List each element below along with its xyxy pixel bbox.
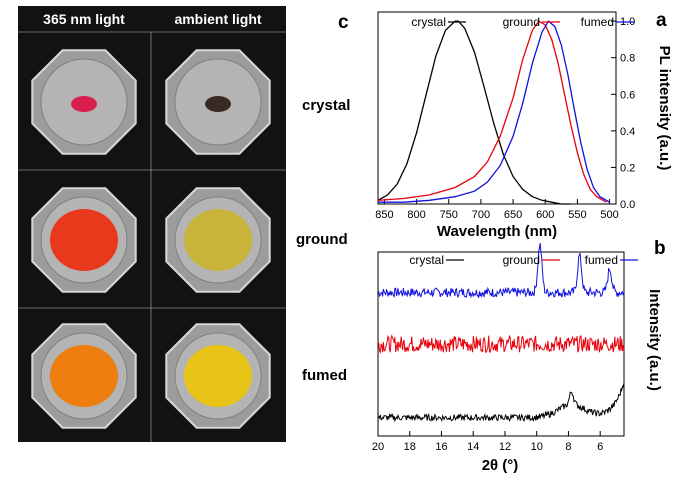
xrd-x-tick-label: 20 (372, 441, 384, 453)
pl-x-tick-label: 750 (440, 209, 458, 221)
sample-fumed-ambient (184, 345, 252, 407)
pl-y-tick-label: 0.6 (620, 89, 635, 101)
sample-ground-uv (50, 209, 118, 271)
xrd-x-axis-title: 2θ (°) (482, 457, 519, 474)
row-label-fumed: fumed (302, 367, 347, 384)
panel-label-a: a (656, 10, 667, 31)
row-label-crystal: crystal (302, 97, 350, 114)
xrd-legend-label-crystal: crystal (409, 253, 444, 267)
pl-legend-label-ground: ground (503, 15, 540, 29)
xrd-legend-label-fumed: fumed (585, 253, 618, 267)
pl-series-fumed (378, 20, 610, 203)
xrd-series-crystal (377, 382, 625, 423)
col-label-uv: 365 nm light (43, 11, 125, 27)
xrd-x-tick-label: 6 (597, 441, 603, 453)
xrd-series-fumed (377, 242, 625, 299)
xrd-x-tick-label: 16 (435, 441, 447, 453)
xrd-plot-frame (377, 251, 625, 437)
photo-grid: 365 nm light ambient light (18, 6, 286, 442)
xrd-y-axis-title: Intensity (a.u.) (646, 289, 663, 391)
xrd-chart: 20 18 16 14 12 10 8 6 fumed ground crystal 2θ (°)… (372, 238, 666, 474)
pl-y-tick-label: 0.8 (620, 53, 635, 65)
sample-fumed-uv (50, 345, 118, 407)
pl-x-tick-label: 850 (375, 209, 393, 221)
xrd-x-tick-label: 18 (404, 441, 416, 453)
pl-series-ground (377, 20, 607, 203)
xrd-x-tick-label: 8 (565, 441, 571, 453)
pl-chart: 850 800 750 700 650 600 550 500 0.0 0.2 0.4 0.6 0.8… (375, 10, 673, 240)
pl-x-tick-label: 800 (407, 209, 425, 221)
pl-y-axis-title: PL intensity (a.u.) (656, 46, 673, 171)
pl-series-crystal (377, 20, 571, 205)
pl-x-tick-label: 650 (504, 209, 522, 221)
row-label-ground: ground (296, 231, 348, 248)
xrd-legend-label-ground: ground (503, 253, 540, 267)
sample-crystal-uv (71, 96, 97, 112)
xrd-x-tick-label: 12 (499, 441, 511, 453)
pl-legend-label-fumed: fumed (581, 15, 614, 29)
pl-x-tick-label: 500 (600, 209, 618, 221)
col-label-ambient: ambient light (174, 11, 261, 27)
pl-plot-frame (377, 11, 617, 205)
panel-label-b: b (654, 238, 666, 259)
pl-y-tick-label: 0.0 (620, 199, 635, 211)
pl-legend-label-crystal: crystal (411, 15, 446, 29)
pl-y-tick-label: 0.2 (620, 162, 635, 174)
pl-x-tick-label: 700 (472, 209, 490, 221)
xrd-x-tick-label: 14 (467, 441, 479, 453)
sample-crystal-ambient (205, 96, 231, 112)
pl-y-tick-label: 0.4 (620, 126, 635, 138)
panel-label-c: c (338, 12, 349, 33)
xrd-series-ground (377, 334, 625, 355)
pl-x-axis-title: Wavelength (nm) (437, 223, 557, 240)
pl-x-tick-label: 600 (536, 209, 554, 221)
pl-x-tick-label: 550 (568, 209, 586, 221)
sample-ground-ambient (184, 209, 252, 271)
xrd-x-tick-label: 10 (531, 441, 543, 453)
